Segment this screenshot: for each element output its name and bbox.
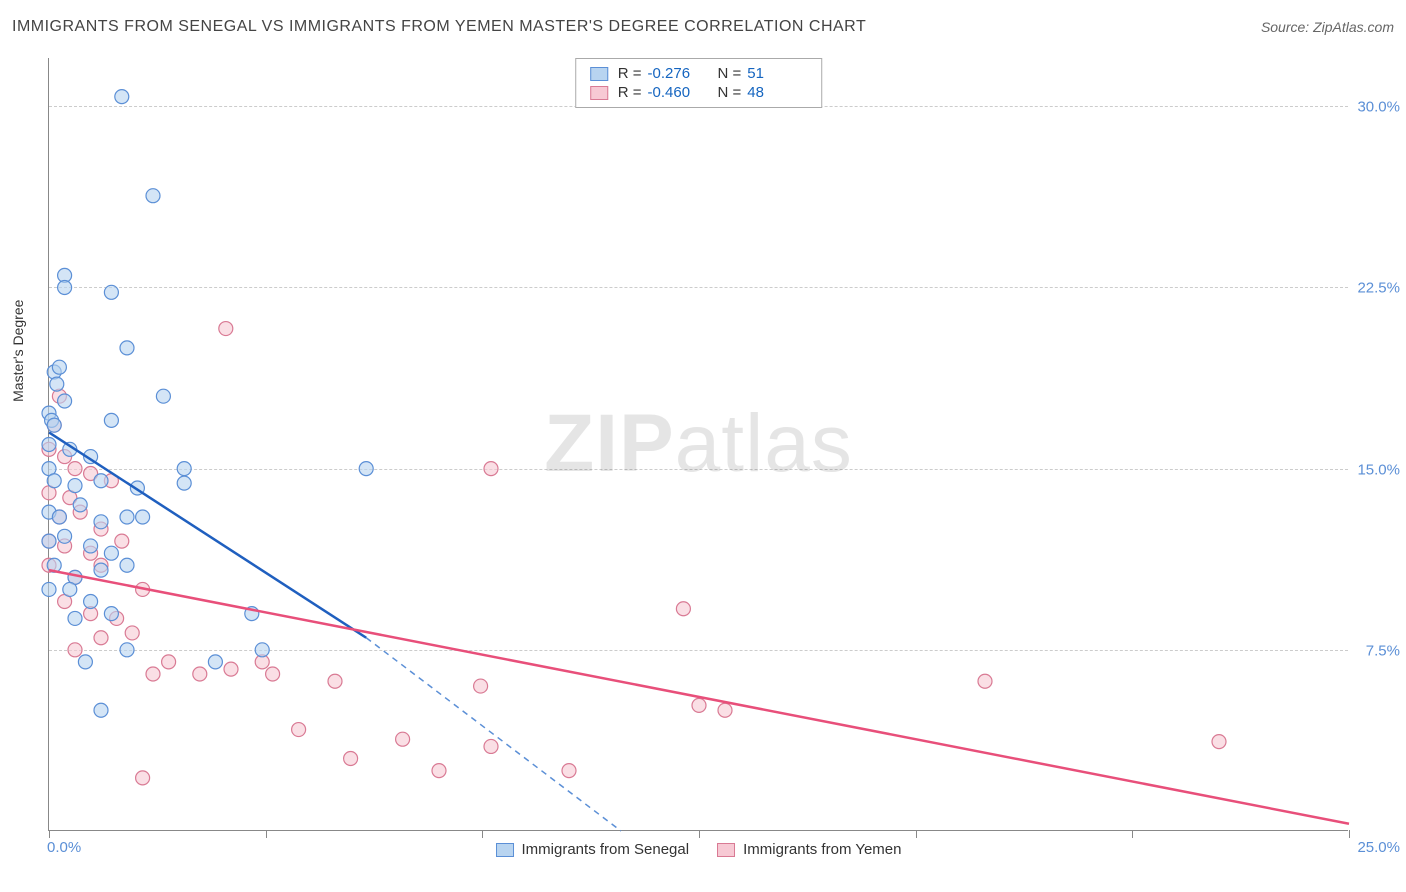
data-point — [156, 389, 170, 403]
data-point — [115, 90, 129, 104]
data-point — [94, 703, 108, 717]
x-tick — [699, 830, 700, 838]
source-attribution: Source: ZipAtlas.com — [1261, 19, 1394, 35]
data-point — [193, 667, 207, 681]
data-point — [94, 474, 108, 488]
data-point — [125, 626, 139, 640]
data-point — [94, 563, 108, 577]
data-point — [68, 611, 82, 625]
data-point — [58, 529, 72, 543]
data-point — [177, 476, 191, 490]
data-point — [224, 662, 238, 676]
data-point — [104, 413, 118, 427]
data-point — [396, 732, 410, 746]
data-point — [562, 764, 576, 778]
data-point — [718, 703, 732, 717]
series-legend: Immigrants from Senegal Immigrants from … — [496, 841, 902, 858]
swatch-yemen-icon — [590, 86, 608, 100]
data-point — [432, 764, 446, 778]
data-point — [344, 752, 358, 766]
data-point — [136, 510, 150, 524]
data-point — [120, 643, 134, 657]
data-point — [84, 595, 98, 609]
x-origin-label: 0.0% — [47, 839, 81, 856]
data-point — [104, 607, 118, 621]
data-point — [42, 582, 56, 596]
data-point — [84, 539, 98, 553]
correlation-legend: R = -0.276 N = 51 R = -0.460 N = 48 — [575, 58, 823, 108]
swatch-yemen-icon — [717, 843, 735, 857]
y-tick-label: 7.5% — [1366, 642, 1400, 659]
x-tick — [266, 830, 267, 838]
x-tick — [916, 830, 917, 838]
x-tick — [482, 830, 483, 838]
scatter-svg — [49, 58, 1348, 830]
chart-plot-area: ZIPatlas 7.5%15.0%22.5%30.0% R = -0.276 … — [48, 58, 1348, 831]
data-point — [104, 285, 118, 299]
data-point — [219, 322, 233, 336]
data-point — [58, 394, 72, 408]
data-point — [162, 655, 176, 669]
data-point — [52, 360, 66, 374]
x-tick — [1132, 830, 1133, 838]
y-tick-label: 15.0% — [1357, 461, 1400, 478]
data-point — [42, 438, 56, 452]
data-point — [120, 510, 134, 524]
data-point — [104, 546, 118, 560]
data-point — [73, 498, 87, 512]
data-point — [484, 462, 498, 476]
data-point — [676, 602, 690, 616]
data-point — [177, 462, 191, 476]
data-point — [78, 655, 92, 669]
data-point — [47, 418, 61, 432]
data-point — [47, 474, 61, 488]
data-point — [120, 341, 134, 355]
data-point — [115, 534, 129, 548]
legend-row-senegal: R = -0.276 N = 51 — [590, 64, 808, 83]
data-point — [208, 655, 222, 669]
data-point — [146, 667, 160, 681]
data-point — [68, 643, 82, 657]
data-point — [1212, 735, 1226, 749]
data-point — [50, 377, 64, 391]
data-point — [328, 674, 342, 688]
data-point — [52, 510, 66, 524]
y-tick-label: 22.5% — [1357, 280, 1400, 297]
data-point — [255, 643, 269, 657]
x-end-label: 25.0% — [1357, 839, 1400, 856]
data-point — [68, 479, 82, 493]
y-axis-label: Master's Degree — [10, 300, 26, 402]
data-point — [63, 582, 77, 596]
data-point — [58, 280, 72, 294]
data-point — [42, 534, 56, 548]
data-point — [474, 679, 488, 693]
data-point — [359, 462, 373, 476]
data-point — [484, 739, 498, 753]
y-tick-label: 30.0% — [1357, 99, 1400, 116]
swatch-senegal-icon — [496, 843, 514, 857]
data-point — [266, 667, 280, 681]
swatch-senegal-icon — [590, 67, 608, 81]
legend-item-yemen: Immigrants from Yemen — [717, 841, 901, 858]
trend-line — [49, 570, 1349, 824]
data-point — [292, 723, 306, 737]
data-point — [120, 558, 134, 572]
legend-item-senegal: Immigrants from Senegal — [496, 841, 690, 858]
data-point — [978, 674, 992, 688]
x-tick — [49, 830, 50, 838]
data-point — [94, 631, 108, 645]
x-tick — [1349, 830, 1350, 838]
chart-title: IMMIGRANTS FROM SENEGAL VS IMMIGRANTS FR… — [12, 18, 866, 36]
legend-row-yemen: R = -0.460 N = 48 — [590, 83, 808, 102]
data-point — [68, 462, 82, 476]
data-point — [94, 515, 108, 529]
data-point — [146, 189, 160, 203]
data-point — [136, 771, 150, 785]
data-point — [692, 698, 706, 712]
